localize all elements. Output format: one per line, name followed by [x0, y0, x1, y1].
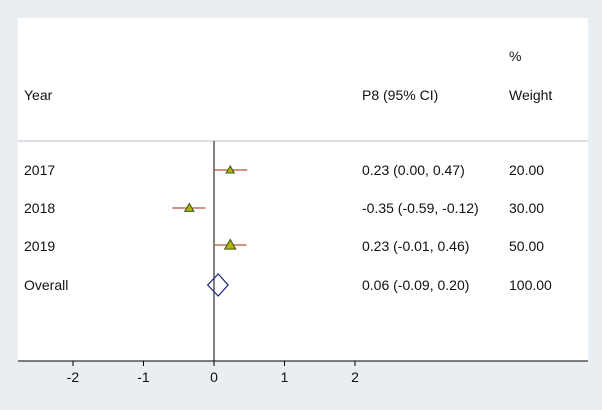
estimate-column-header: P8 (95% CI)	[362, 87, 439, 103]
x-tick-label: 2	[351, 369, 359, 385]
row-label-2018: 2018	[24, 200, 56, 216]
overall-diamond	[206, 273, 229, 297]
weight-column-header: Weight	[509, 87, 553, 103]
row-label-2019: 2019	[24, 238, 56, 254]
x-tick-label: -2	[67, 369, 80, 385]
year-column-header: Year	[24, 87, 53, 103]
row-weight-overall: 100.00	[509, 277, 552, 293]
estimate-marker-2019	[223, 238, 237, 250]
row-ci-2019: 0.23 (-0.01, 0.46)	[362, 238, 470, 254]
row-ci-overall: 0.06 (-0.09, 0.20)	[362, 277, 470, 293]
row-ci-2018: -0.35 (-0.59, -0.12)	[362, 200, 479, 216]
row-label-overall: Overall	[24, 277, 69, 293]
row-label-2017: 2017	[24, 162, 56, 178]
estimate-marker-2017	[225, 164, 236, 174]
x-tick-label: 0	[210, 369, 218, 385]
x-tick-label: -1	[137, 369, 150, 385]
x-tick-label: 1	[281, 369, 289, 385]
row-weight-2017: 20.00	[509, 162, 545, 178]
weight-header-percent: %	[509, 48, 522, 64]
row-weight-2019: 50.00	[509, 238, 545, 254]
plot-panel	[18, 18, 588, 361]
row-ci-2017: 0.23 (0.00, 0.47)	[362, 162, 465, 178]
row-weight-2018: 30.00	[509, 200, 545, 216]
estimate-marker-2018	[183, 202, 195, 212]
